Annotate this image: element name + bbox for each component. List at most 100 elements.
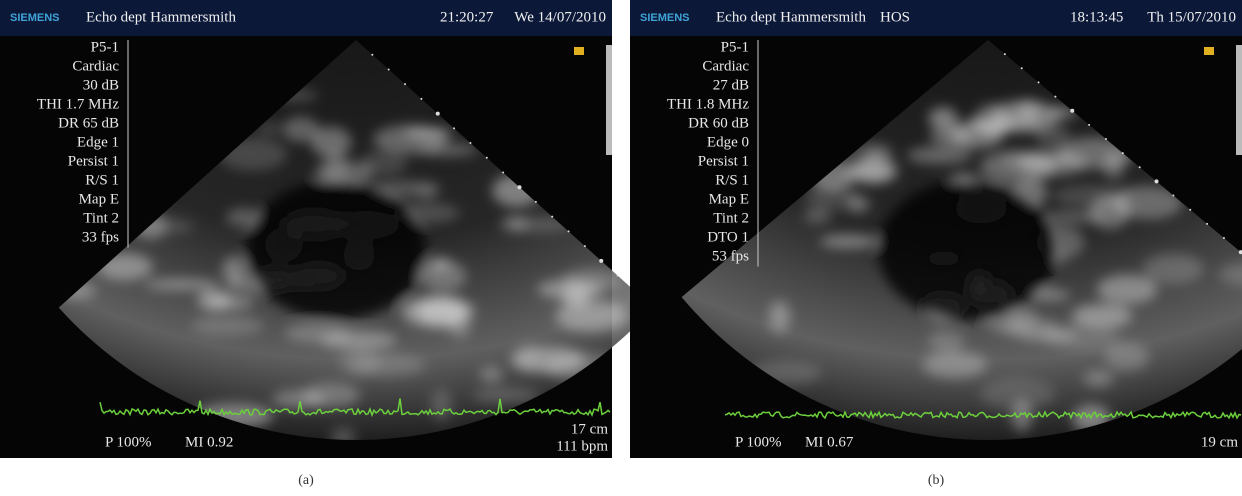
setting: Persist 1 (68, 153, 119, 169)
tissue-speckle (285, 323, 351, 343)
tissue-speckle (967, 119, 1021, 129)
tissue-speckle (930, 126, 972, 146)
tissue-speckle (511, 347, 586, 373)
setting: THI 1.8 MHz (667, 96, 749, 112)
depth-dot (1004, 53, 1006, 55)
brand: SIEMENS (640, 12, 690, 24)
depth: 17 cm (571, 421, 608, 437)
depth-dot (436, 112, 440, 116)
setting: Cardiac (702, 58, 749, 74)
setting: THI 1.7 MHz (37, 96, 119, 112)
figure: SIEMENS Echo dept Hammersmith 21:20:27 We 1… (0, 0, 1242, 496)
tissue-speckle (847, 196, 870, 213)
depth-dot (1172, 195, 1174, 197)
echo-panel: SIEMENS Echo dept Hammersmith 21:20:27 We 1… (0, 0, 653, 488)
tissue-speckle (222, 256, 245, 284)
setting: 53 fps (712, 248, 749, 264)
setting: R/S 1 (715, 172, 749, 188)
setting: Edge 1 (77, 134, 119, 150)
power: P 100% (105, 434, 152, 450)
date: We 14/07/2010 (514, 9, 606, 25)
depth-dot (568, 230, 570, 232)
power: P 100% (735, 434, 782, 450)
tissue-speckle (339, 348, 381, 376)
tissue-speckle (820, 235, 878, 248)
site: Echo dept Hammersmith (716, 9, 866, 25)
depth-dot (453, 127, 455, 129)
depth-dot (371, 54, 373, 56)
setting: 30 dB (83, 77, 119, 93)
caption: (b) (928, 473, 945, 488)
heart-rate: 111 bpm (556, 438, 608, 454)
depth-dot (502, 171, 504, 173)
setting: DTO 1 (707, 229, 749, 245)
depth-dot (517, 185, 521, 189)
grayscale-bar (1236, 45, 1242, 155)
depth-dot (1206, 223, 1208, 225)
tissue-speckle (980, 378, 1055, 410)
tissue-speckle (1043, 324, 1119, 351)
depth-dot (1054, 96, 1056, 98)
depth-dot (1122, 152, 1124, 154)
time: 18:13:45 (1070, 9, 1123, 25)
tissue-speckle (501, 216, 528, 231)
setting: 33 fps (82, 229, 119, 245)
setting: Persist 1 (698, 153, 749, 169)
tissue-speckle (271, 390, 325, 408)
tissue-speckle (907, 147, 973, 164)
setting: 27 dB (713, 77, 749, 93)
orientation-marker (1204, 47, 1214, 55)
depth-dot (486, 157, 488, 159)
depth-dot (1223, 237, 1225, 239)
setting: DR 60 dB (688, 115, 749, 131)
depth-dot (584, 245, 586, 247)
depth-dot (1070, 109, 1074, 113)
tissue-speckle (197, 289, 232, 310)
depth-dot (1189, 209, 1191, 211)
depth-dot (1038, 81, 1040, 83)
mi: MI 0.92 (185, 434, 233, 450)
depth-dot (551, 216, 553, 218)
depth-dot (1139, 166, 1141, 168)
tissue-speckle (431, 389, 452, 421)
depth: 19 cm (1201, 434, 1238, 450)
depth-dot (1088, 124, 1090, 126)
site-tag: HOS (880, 9, 910, 25)
depth-dot (404, 83, 406, 85)
time: 21:20:27 (440, 9, 494, 25)
grayscale-bar (606, 45, 612, 155)
tissue-speckle (145, 279, 219, 290)
depth-dot (388, 68, 390, 70)
depth-dot (420, 98, 422, 100)
tissue-speckle (191, 316, 264, 336)
tissue-speckle (1041, 211, 1103, 223)
tissue-speckle (804, 208, 831, 223)
tissue-speckle (1105, 343, 1149, 371)
tissue-speckle (420, 260, 467, 291)
tissue-speckle (561, 268, 621, 292)
setting: Map E (709, 191, 749, 207)
tissue-speckle (1097, 275, 1158, 305)
depth-dot (535, 201, 537, 203)
caption: (a) (298, 473, 314, 488)
tissue-speckle (1083, 370, 1114, 387)
depth-dot (1105, 138, 1107, 140)
orientation-marker (574, 47, 584, 55)
mi: MI 0.67 (805, 434, 854, 450)
setting: P5-1 (721, 39, 749, 55)
brand: SIEMENS (10, 12, 60, 24)
site: Echo dept Hammersmith (86, 9, 236, 25)
tissue-speckle (922, 352, 987, 379)
setting: Edge 0 (707, 134, 749, 150)
setting: DR 65 dB (58, 115, 119, 131)
setting: Map E (79, 191, 119, 207)
tissue-speckle (1143, 254, 1204, 284)
depth-dot (1021, 67, 1023, 69)
tissue-speckle (311, 127, 352, 158)
depth-dot (617, 275, 619, 277)
setting: Cardiac (72, 58, 119, 74)
tissue-speckle (928, 331, 965, 351)
tissue-speckle (555, 300, 628, 331)
tissue-speckle (769, 301, 790, 333)
tissue-speckle (480, 366, 504, 383)
